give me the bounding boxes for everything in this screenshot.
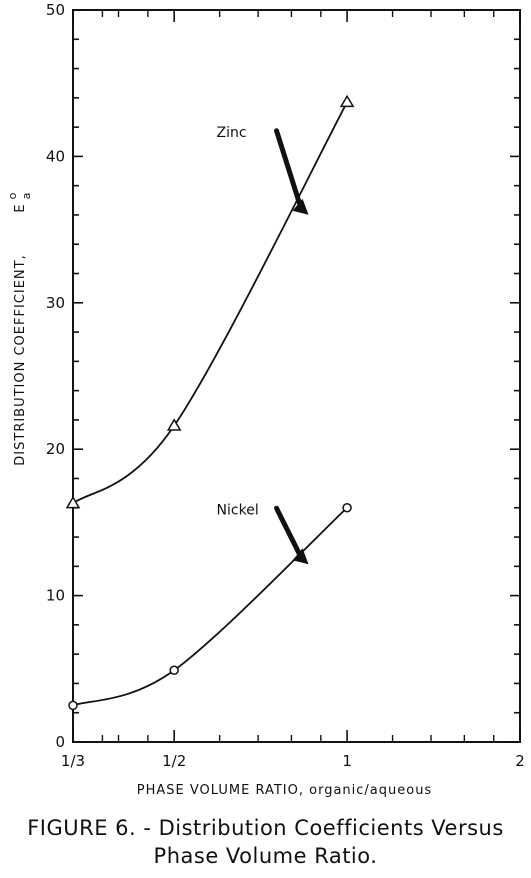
figure-caption-line-1: FIGURE 6. - Distribution Coefficients Ve… — [27, 816, 504, 840]
series-label-zinc: Zinc — [217, 125, 247, 141]
y-tick-label: 40 — [46, 147, 65, 165]
data-point-zinc — [166, 418, 182, 431]
y-axis-symbol-superscript: o — [6, 192, 19, 199]
x-tick-label: 1/3 — [61, 752, 85, 770]
data-point-zinc — [65, 495, 81, 509]
series-arrow-zinc — [274, 128, 304, 210]
series-line-zinc — [72, 101, 348, 505]
data-point-zinc — [339, 94, 355, 108]
data-point-nickel — [169, 665, 179, 676]
x-axis-title: PHASE VOLUME RATIO, organic/aqueous — [137, 783, 432, 798]
y-tick-label: 30 — [46, 294, 65, 312]
series-arrowhead-zinc — [292, 198, 309, 215]
plot-frame — [72, 9, 521, 743]
y-tick-label: 20 — [46, 440, 65, 458]
figure-caption-line-2: Phase Volume Ratio. — [153, 844, 378, 868]
y-axis-title: DISTRIBUTION COEFFICIENT, — [13, 254, 28, 465]
series-arrow-nickel — [274, 505, 304, 559]
y-axis-symbol: E — [13, 203, 28, 212]
y-axis-symbol-subscript: a — [20, 193, 33, 200]
series-arrowhead-nickel — [292, 548, 309, 565]
x-tick-label: 2 — [515, 752, 525, 770]
x-tick-label: 1/2 — [162, 752, 186, 770]
y-tick-label: 50 — [46, 1, 65, 19]
x-tick-label: 1 — [342, 752, 352, 770]
data-point-nickel — [342, 503, 352, 513]
series-label-nickel: Nickel — [217, 502, 259, 518]
data-point-nickel — [68, 700, 78, 711]
series-line-nickel — [72, 507, 348, 707]
y-tick-label: 0 — [55, 733, 65, 751]
y-tick-label: 10 — [46, 587, 65, 605]
